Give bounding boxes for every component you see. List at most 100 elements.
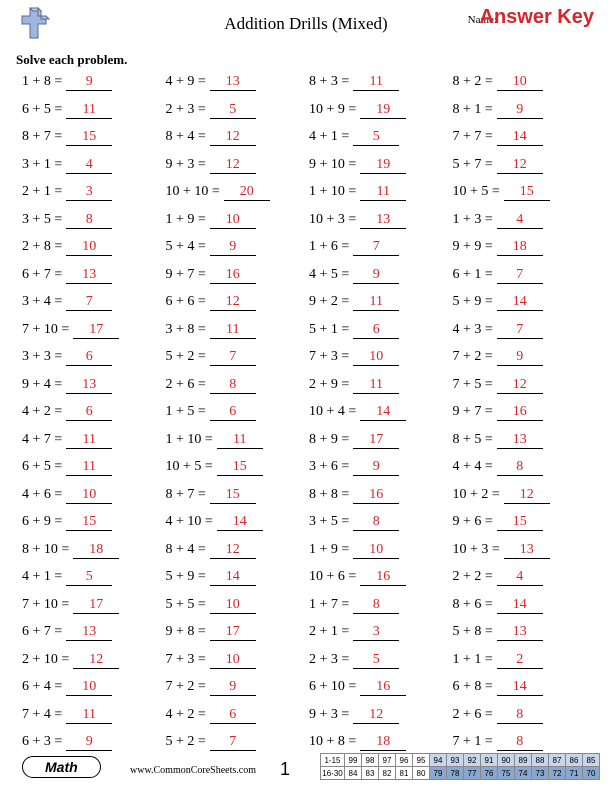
problem-expression: 6 + 9 =	[22, 514, 62, 530]
answer-value: 12	[497, 378, 543, 394]
score-cell: 85	[583, 754, 600, 767]
problem-expression: 10 + 4 =	[309, 404, 356, 420]
answer-value: 11	[353, 295, 399, 311]
problem: 4 + 2 =6	[22, 404, 160, 421]
problem-expression: 2 + 9 =	[309, 377, 349, 393]
problem-expression: 9 + 4 =	[22, 377, 62, 393]
score-cell: 92	[464, 754, 481, 767]
problem: 10 + 5 =15	[166, 459, 304, 476]
problem: 7 + 4 =11	[22, 707, 160, 724]
problem: 9 + 6 =15	[453, 514, 591, 531]
problem-expression: 6 + 6 =	[166, 294, 206, 310]
answer-value: 13	[210, 75, 256, 91]
problem: 1 + 5 =6	[166, 404, 304, 421]
problem: 8 + 10 =18	[22, 542, 160, 559]
answer-value: 12	[210, 543, 256, 559]
problem-expression: 4 + 4 =	[453, 459, 493, 475]
score-cell: 83	[362, 767, 379, 780]
answer-value: 2	[497, 653, 543, 669]
problem-expression: 7 + 10 =	[22, 597, 69, 613]
problem-expression: 4 + 5 =	[309, 267, 349, 283]
score-cell: 72	[549, 767, 566, 780]
problem-expression: 4 + 6 =	[22, 487, 62, 503]
problem-expression: 8 + 7 =	[166, 487, 206, 503]
answer-value: 10	[66, 240, 112, 256]
problem-expression: 1 + 8 =	[22, 74, 62, 90]
problem: 2 + 6 =8	[166, 377, 304, 394]
problem-expression: 9 + 9 =	[453, 239, 493, 255]
answer-value: 9	[497, 103, 543, 119]
problem: 6 + 7 =13	[22, 624, 160, 641]
problem: 4 + 2 =6	[166, 707, 304, 724]
answer-value: 8	[353, 598, 399, 614]
score-cell: 94	[430, 754, 447, 767]
problem: 8 + 5 =13	[453, 432, 591, 449]
worksheet-footer: Math www.CommonCoreSheets.com 1 1-159998…	[0, 748, 612, 782]
answer-value: 15	[217, 460, 263, 476]
problem: 2 + 1 =3	[22, 184, 160, 201]
answer-value: 17	[353, 433, 399, 449]
score-cell: 88	[532, 754, 549, 767]
score-cell: 96	[396, 754, 413, 767]
problem: 1 + 3 =4	[453, 212, 591, 229]
problem-expression: 5 + 2 =	[166, 349, 206, 365]
problem: 7 + 5 =12	[453, 377, 591, 394]
answer-value: 14	[360, 405, 406, 421]
problem: 2 + 6 =8	[453, 707, 591, 724]
answer-value: 7	[210, 350, 256, 366]
problem: 5 + 4 =9	[166, 239, 304, 256]
answer-value: 8	[497, 460, 543, 476]
problem-expression: 10 + 5 =	[453, 184, 500, 200]
problem-expression: 4 + 3 =	[453, 322, 493, 338]
problem-expression: 4 + 2 =	[166, 707, 206, 723]
problem: 5 + 5 =10	[166, 597, 304, 614]
answer-value: 5	[210, 103, 256, 119]
problem-expression: 9 + 3 =	[309, 707, 349, 723]
answer-key-label: Answer Key	[480, 6, 595, 29]
problem: 10 + 9 =19	[309, 102, 447, 119]
problem: 2 + 9 =11	[309, 377, 447, 394]
problem: 10 + 2 =12	[453, 487, 591, 504]
problem-expression: 2 + 3 =	[309, 652, 349, 668]
answer-value: 12	[73, 653, 119, 669]
answer-value: 20	[224, 185, 270, 201]
subject-badge: Math	[22, 756, 101, 778]
problem: 6 + 7 =13	[22, 267, 160, 284]
problem-expression: 5 + 5 =	[166, 597, 206, 613]
answer-value: 13	[66, 268, 112, 284]
problem-expression: 2 + 8 =	[22, 239, 62, 255]
answer-value: 12	[504, 488, 550, 504]
problem-expression: 6 + 1 =	[453, 267, 493, 283]
answer-value: 11	[66, 103, 112, 119]
answer-value: 19	[360, 103, 406, 119]
problem: 1 + 8 =9	[22, 74, 160, 91]
problem: 4 + 1 =5	[22, 569, 160, 586]
problem: 10 + 3 =13	[309, 212, 447, 229]
problem-expression: 4 + 10 =	[166, 514, 213, 530]
answer-value: 13	[504, 543, 550, 559]
problem-expression: 5 + 1 =	[309, 322, 349, 338]
score-cell: 78	[447, 767, 464, 780]
score-cell: 89	[515, 754, 532, 767]
answer-value: 15	[504, 185, 550, 201]
problem: 3 + 5 =8	[309, 514, 447, 531]
answer-value: 16	[360, 680, 406, 696]
answer-value: 12	[210, 158, 256, 174]
problem-expression: 3 + 4 =	[22, 294, 62, 310]
problem-expression: 9 + 3 =	[166, 157, 206, 173]
problem: 1 + 10 =11	[166, 432, 304, 449]
score-cell: 73	[532, 767, 549, 780]
problem-expression: 1 + 6 =	[309, 239, 349, 255]
answer-value: 16	[497, 405, 543, 421]
problem: 7 + 10 =17	[22, 322, 160, 339]
answer-value: 6	[66, 405, 112, 421]
score-cell: 91	[481, 754, 498, 767]
answer-value: 11	[360, 185, 406, 201]
problem-expression: 8 + 1 =	[453, 102, 493, 118]
problem: 5 + 2 =7	[166, 349, 304, 366]
problem-expression: 2 + 6 =	[166, 377, 206, 393]
answer-value: 12	[497, 158, 543, 174]
problem: 3 + 4 =7	[22, 294, 160, 311]
problem: 4 + 5 =9	[309, 267, 447, 284]
answer-value: 5	[353, 653, 399, 669]
